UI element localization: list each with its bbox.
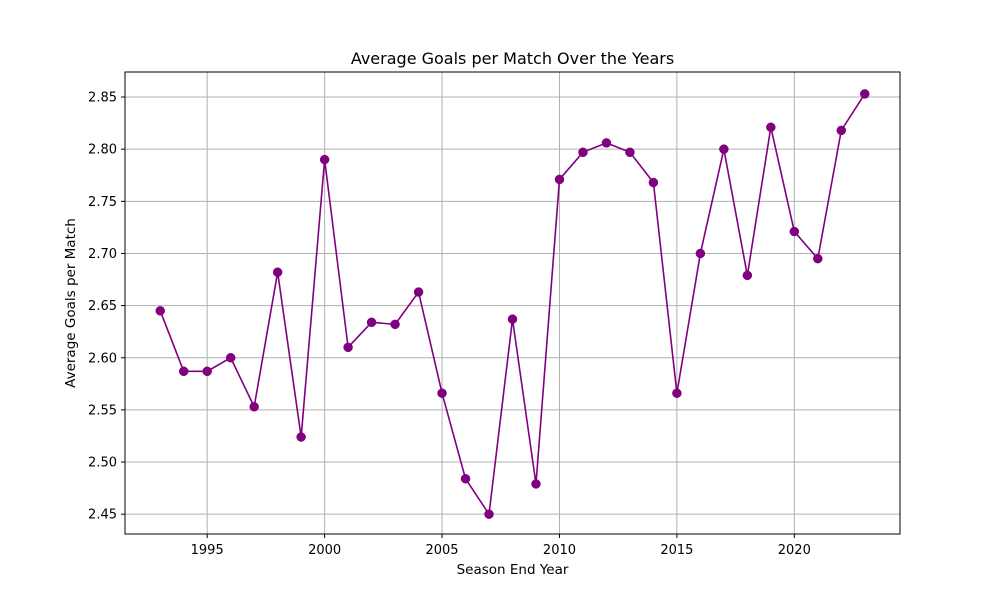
- x-tick-label: 2000: [308, 543, 341, 558]
- data-point: [249, 402, 259, 412]
- series-average-goals: [155, 89, 870, 519]
- x-tick-label: 2015: [660, 543, 693, 558]
- x-tick-label: 2010: [543, 543, 576, 558]
- data-point: [742, 270, 753, 281]
- data-point: [178, 366, 189, 377]
- data-point: [225, 353, 236, 363]
- x-tick-label: 2005: [425, 543, 458, 558]
- data-point: [531, 479, 541, 489]
- data-point: [413, 287, 424, 297]
- x-axis-title: Season End Year: [457, 562, 569, 578]
- data-point: [672, 388, 682, 398]
- data-point: [390, 319, 400, 330]
- data-point: [813, 253, 823, 264]
- x-tick-label: 1995: [191, 543, 224, 558]
- y-tick-label: 2.45: [88, 508, 117, 523]
- grid: [125, 72, 900, 534]
- y-tick-label: 2.75: [88, 195, 117, 210]
- data-point: [766, 122, 776, 133]
- y-tick-label: 2.70: [88, 247, 117, 262]
- data-point: [296, 432, 306, 442]
- data-point: [507, 314, 518, 324]
- data-point: [625, 147, 635, 158]
- data-point: [554, 174, 565, 185]
- y-tick-label: 2.80: [88, 143, 117, 158]
- data-point: [578, 147, 588, 158]
- data-point: [836, 125, 847, 136]
- data-point: [366, 317, 377, 328]
- data-point: [695, 248, 706, 259]
- y-tick-label: 2.55: [88, 403, 117, 418]
- data-point: [460, 473, 471, 484]
- data-point: [484, 509, 494, 519]
- data-point: [860, 89, 870, 99]
- y-tick-label: 2.50: [88, 456, 117, 471]
- data-point: [437, 388, 447, 398]
- chart-title: Average Goals per Match Over the Years: [351, 49, 674, 68]
- y-tick-label: 2.65: [88, 299, 117, 314]
- data-point: [272, 267, 283, 277]
- axes-ticks: 1995 2000 2005 2010 2015 2020 2.45 2.50 2.55 2.60…: [88, 91, 811, 558]
- data-point: [319, 154, 330, 165]
- x-tick-label: 2020: [778, 543, 811, 558]
- data-point: [155, 306, 165, 316]
- data-point: [648, 177, 659, 188]
- data-point: [789, 226, 800, 237]
- data-point: [601, 138, 612, 148]
- data-point: [202, 366, 212, 377]
- data-point: [719, 144, 729, 154]
- plot-frame: [124, 71, 901, 535]
- y-axis-title: Average Goals per Match: [63, 218, 79, 388]
- y-tick-label: 2.60: [88, 351, 117, 366]
- data-point: [343, 342, 353, 353]
- y-tick-label: 2.85: [88, 91, 117, 106]
